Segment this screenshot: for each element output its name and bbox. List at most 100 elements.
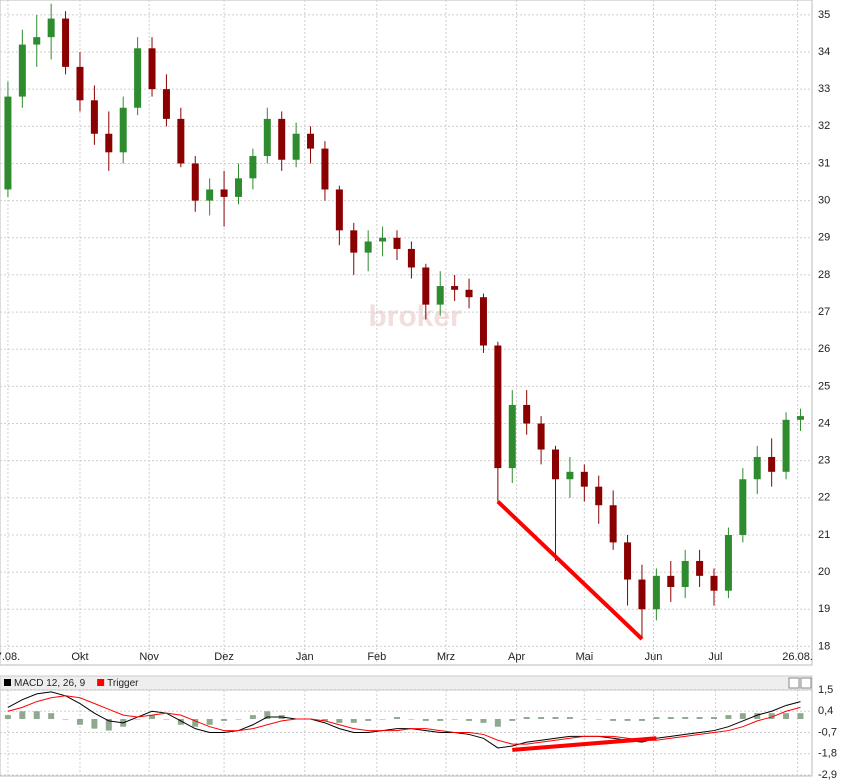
histogram-bar: [62, 718, 69, 720]
y-tick-label: 19: [818, 603, 830, 615]
histogram-bar: [494, 718, 501, 727]
candle-body: [436, 286, 444, 305]
candle-body: [62, 18, 70, 67]
y-tick-label: 30: [818, 195, 830, 207]
candle-body: [609, 505, 617, 543]
histogram-bar: [523, 717, 530, 719]
candle-body: [638, 579, 646, 610]
candle-body: [307, 133, 315, 149]
histogram-bar: [76, 718, 83, 725]
candle-body: [90, 100, 98, 134]
candle-body: [768, 456, 776, 472]
histogram-bar: [711, 717, 718, 719]
candle-body: [739, 479, 747, 535]
y-tick-label: 32: [818, 120, 830, 132]
histogram-bar: [163, 718, 170, 720]
histogram-bar: [105, 718, 112, 731]
histogram-bar: [638, 718, 645, 721]
histogram-bar: [783, 713, 790, 719]
histogram-bar: [696, 717, 703, 719]
macd-line: [7, 691, 801, 749]
histogram-bar: [336, 718, 343, 723]
candle-body: [479, 297, 487, 346]
legend-label: MACD 12, 26, 9: [14, 678, 86, 689]
candle-body: [624, 542, 632, 580]
legend-swatch: [97, 679, 105, 686]
histogram-bar: [264, 711, 271, 719]
histogram-bar: [451, 718, 458, 720]
candle-body: [667, 575, 675, 587]
candle-body: [465, 289, 473, 298]
candle-body: [782, 419, 790, 472]
candle-body: [177, 118, 185, 164]
histogram-bar: [437, 718, 444, 721]
candle-body: [595, 486, 603, 506]
histogram-bar: [221, 718, 228, 721]
candle-body: [652, 575, 660, 610]
histogram-bar: [610, 718, 617, 721]
histogram-bar: [682, 717, 689, 719]
x-tick-label: Jul: [708, 651, 722, 663]
y-tick-label: 22: [818, 492, 830, 504]
candle-body: [566, 471, 574, 480]
candle-body: [76, 66, 84, 101]
candle-body: [292, 133, 300, 160]
y-tick-label: 23: [818, 455, 830, 467]
y-tick-label: 0,4: [818, 705, 833, 717]
histogram-bar: [624, 718, 631, 721]
histogram-bar: [595, 718, 602, 720]
candle-body: [191, 163, 199, 201]
x-tick-label: Nov: [139, 651, 159, 663]
y-tick-label: 18: [818, 640, 830, 652]
candle-body: [206, 189, 214, 201]
panel-button[interactable]: [788, 677, 800, 689]
y-tick-label: -1,8: [818, 748, 837, 760]
candle-body: [364, 241, 372, 253]
histogram-bar: [768, 713, 775, 719]
candle-body: [681, 560, 689, 587]
x-tick-label: Mai: [575, 651, 593, 663]
candle-body: [4, 96, 12, 190]
trend-line: [496, 500, 644, 641]
y-tick-label: -2,9: [818, 769, 837, 781]
candle-body: [220, 189, 228, 197]
candle-body: [537, 423, 545, 450]
candle-body: [451, 286, 459, 290]
histogram-bar: [393, 717, 400, 719]
histogram-bar: [466, 718, 473, 721]
x-tick-label: Jan: [296, 651, 314, 663]
panel-button[interactable]: [800, 677, 812, 689]
x-tick-label: Okt: [71, 651, 88, 663]
histogram-bar: [754, 713, 761, 719]
y-tick-label: 1,5: [818, 684, 833, 696]
histogram-bar: [739, 713, 746, 719]
candle-body: [263, 118, 271, 157]
histogram-bar: [422, 718, 429, 721]
candle-body: [350, 230, 358, 253]
candle-body: [552, 449, 560, 480]
candle-body: [523, 404, 531, 424]
candle-body: [119, 107, 127, 153]
candle-body: [148, 48, 156, 90]
x-tick-label: 26.08.: [782, 651, 813, 663]
y-tick-label: 24: [818, 417, 830, 429]
histogram-bar: [566, 717, 573, 719]
histogram-bar: [408, 718, 415, 720]
y-tick-label: 34: [818, 46, 830, 58]
histogram-bar: [797, 713, 804, 719]
candle-body: [696, 560, 704, 576]
histogram-bar: [379, 718, 386, 720]
histogram-bar: [509, 718, 516, 721]
price-panel: [0, 0, 813, 666]
histogram-bar: [33, 711, 40, 719]
candle-body: [321, 148, 329, 190]
y-tick-label: 31: [818, 157, 830, 169]
y-tick-label: 33: [818, 83, 830, 95]
trend-line: [512, 736, 657, 752]
x-tick-label: Mrz: [437, 651, 455, 663]
histogram-bar: [538, 717, 545, 719]
histogram-bar: [91, 718, 98, 729]
histogram-bar: [134, 718, 141, 720]
candle-body: [724, 534, 732, 591]
